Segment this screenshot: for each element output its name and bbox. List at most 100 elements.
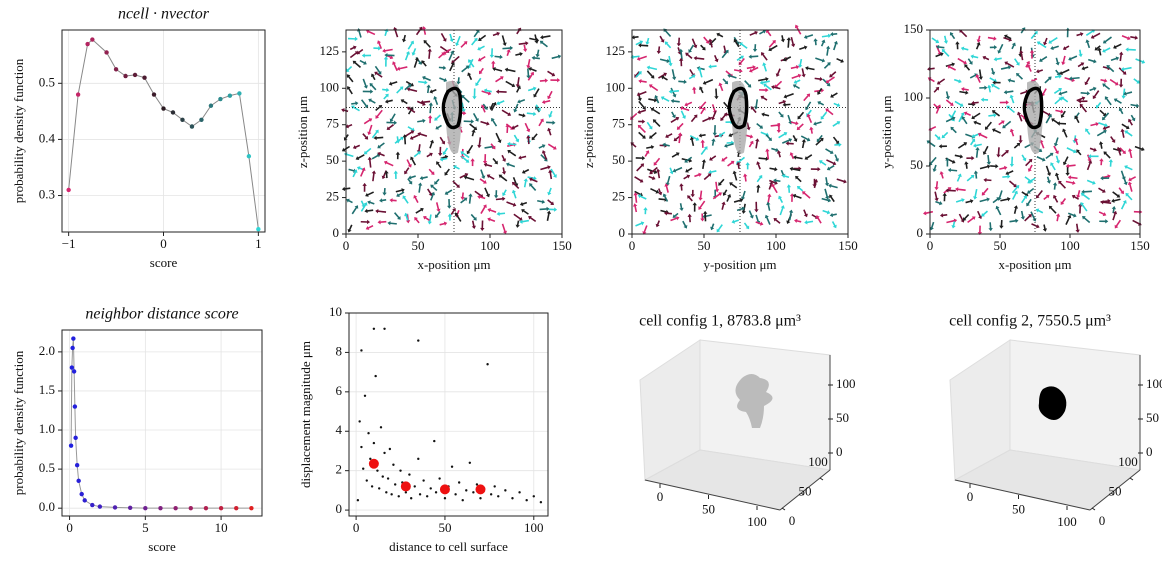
vector-arrow — [1090, 32, 1101, 39]
vector-arrow — [409, 134, 419, 140]
vector-arrow — [1042, 224, 1048, 232]
vector-arrow — [926, 140, 936, 148]
x-tick-label: 10 — [215, 520, 228, 535]
vector-arrow — [966, 155, 975, 161]
vector-arrow — [761, 52, 768, 61]
vector-arrow — [430, 191, 436, 201]
vector-arrow — [1089, 86, 1097, 92]
vector-arrow — [708, 169, 717, 175]
vector-arrow — [766, 201, 771, 211]
vector-arrow — [676, 37, 682, 47]
y-tick-label: 50 — [799, 483, 812, 498]
x-tick-label: 5 — [142, 520, 149, 535]
vector-arrow — [748, 140, 754, 148]
vector-arrow — [632, 203, 638, 213]
vector-arrow — [668, 55, 673, 67]
vector-arrow — [547, 143, 557, 150]
vector-arrow — [518, 113, 526, 118]
vector-arrow — [766, 29, 772, 37]
vector-arrow — [458, 111, 467, 116]
y-tick-label: 10 — [329, 304, 342, 319]
vector-arrow — [702, 78, 714, 85]
vector-arrow — [352, 169, 358, 178]
vector-arrow — [383, 160, 394, 167]
vector-arrow — [700, 106, 706, 115]
vector-arrow — [797, 111, 805, 120]
vector-arrow — [1121, 123, 1130, 130]
vector-arrow — [716, 32, 724, 38]
vector-arrow — [935, 104, 942, 114]
point — [532, 495, 535, 498]
vector-arrow — [1065, 180, 1076, 186]
vector-arrow — [1035, 69, 1044, 74]
vector-arrow — [1026, 64, 1032, 72]
vector-arrow — [828, 183, 838, 189]
vector-arrow — [477, 45, 485, 51]
vector-arrow — [945, 116, 956, 123]
vector-arrow — [356, 28, 362, 38]
vector-arrow — [419, 175, 428, 181]
vector-arrow — [1018, 135, 1023, 144]
vector-arrow — [513, 103, 519, 113]
point — [457, 481, 461, 484]
y-tick-label: 0 — [1099, 513, 1106, 528]
point — [504, 489, 507, 492]
vector-arrow — [428, 168, 435, 176]
vector-arrow — [534, 34, 539, 44]
point — [409, 497, 413, 500]
vector-arrow — [1118, 187, 1124, 195]
point — [454, 493, 457, 496]
vector-arrow — [1123, 91, 1133, 96]
vector-arrow — [1007, 78, 1016, 83]
vector-arrow — [1009, 128, 1015, 137]
vector-arrow — [769, 167, 778, 172]
cell-contour — [727, 86, 749, 130]
vector-arrow — [413, 151, 421, 158]
vector-arrow — [370, 73, 376, 81]
vector-arrow — [1116, 146, 1122, 156]
vector-arrow — [1112, 191, 1121, 198]
vector-arrow — [638, 131, 646, 139]
point — [472, 491, 475, 494]
vector-arrow — [1065, 163, 1076, 169]
point — [82, 498, 87, 503]
vector-arrow — [955, 198, 965, 203]
point — [170, 110, 176, 115]
vector-arrow — [406, 106, 416, 114]
vector-arrow — [1058, 180, 1067, 189]
vector-arrow — [535, 106, 541, 113]
vector-arrow — [727, 160, 735, 167]
vector-arrow — [527, 71, 535, 81]
vector-arrow — [506, 49, 511, 56]
vector-arrow — [1086, 160, 1093, 171]
point — [450, 465, 454, 468]
y-tick-label: 75 — [612, 116, 625, 131]
vector-arrow — [492, 31, 501, 37]
y-tick-label: 2 — [336, 462, 343, 477]
vector-arrow — [360, 219, 371, 225]
vector-arrow — [836, 178, 847, 184]
point — [356, 499, 360, 502]
vector-arrow — [1076, 190, 1081, 199]
vector-arrow — [519, 201, 528, 207]
vector-arrow — [363, 147, 372, 155]
x-tick-label: 50 — [412, 238, 425, 253]
vector-arrow — [672, 212, 679, 218]
vector-arrow — [415, 26, 423, 36]
vector-arrow — [1043, 194, 1050, 200]
vector-arrow — [515, 77, 521, 88]
vector-arrow — [814, 76, 823, 82]
vector-arrow — [396, 86, 404, 94]
vector-arrow — [470, 213, 477, 221]
vector-arrow — [1008, 180, 1017, 188]
vector-arrow — [1102, 36, 1112, 44]
vector-arrow — [1027, 164, 1033, 172]
x-tick-label: 150 — [552, 238, 572, 253]
vector-arrow — [1075, 223, 1080, 233]
vector-arrow — [716, 224, 723, 233]
vector-arrow — [472, 112, 479, 122]
vector-arrow — [756, 122, 764, 129]
vector-arrow — [452, 180, 460, 188]
vector-arrow — [979, 197, 990, 203]
y-tick — [781, 507, 786, 511]
